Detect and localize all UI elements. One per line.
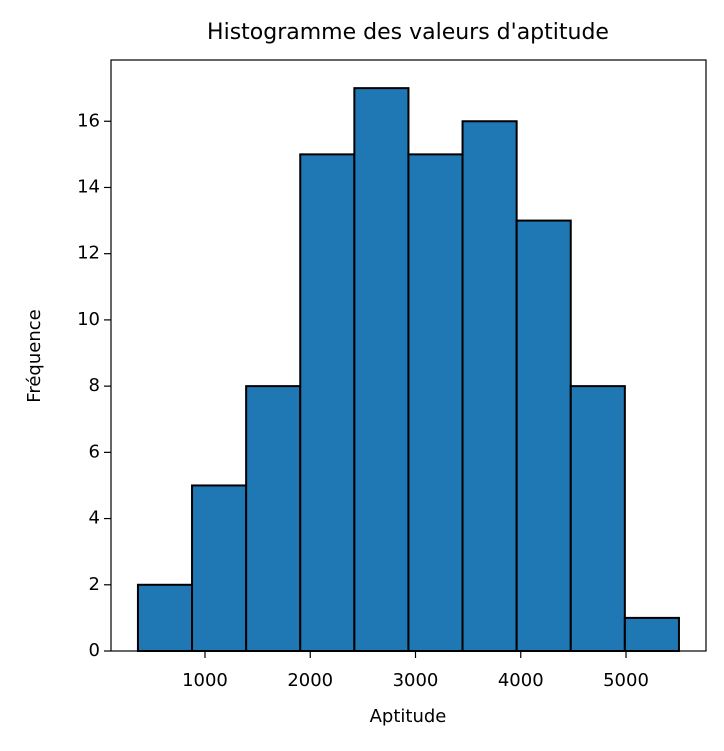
y-axis-label: Fréquence: [24, 309, 45, 402]
y-tick-label: 12: [77, 243, 100, 264]
y-tick-label: 4: [89, 508, 100, 529]
x-axis-label: Aptitude: [370, 706, 447, 727]
y-tick-label: 16: [77, 110, 100, 131]
y-tick-label: 14: [77, 176, 100, 197]
bar: [299, 153, 356, 652]
y-tick-label: 8: [89, 375, 100, 396]
y-tick-label: 6: [89, 441, 100, 462]
x-tick-label: 1000: [182, 670, 228, 691]
plot-frame: [110, 59, 707, 652]
x-tick-label: 2000: [287, 670, 333, 691]
bar: [191, 484, 248, 653]
bar: [461, 120, 518, 653]
bar: [245, 385, 302, 652]
y-tick-label: 2: [89, 574, 100, 595]
y-tick-label: 0: [89, 640, 100, 661]
bar: [515, 219, 572, 652]
x-tick-label: 3000: [393, 670, 439, 691]
bar: [569, 385, 626, 652]
chart-title: Histogramme des valeurs d'aptitude: [207, 20, 609, 45]
y-tick-label: 10: [77, 309, 100, 330]
bar: [407, 153, 464, 652]
bar: [136, 583, 194, 652]
bar: [623, 616, 680, 652]
x-tick-label: 5000: [603, 670, 649, 691]
bar: [353, 87, 410, 652]
x-tick-label: 4000: [498, 670, 544, 691]
